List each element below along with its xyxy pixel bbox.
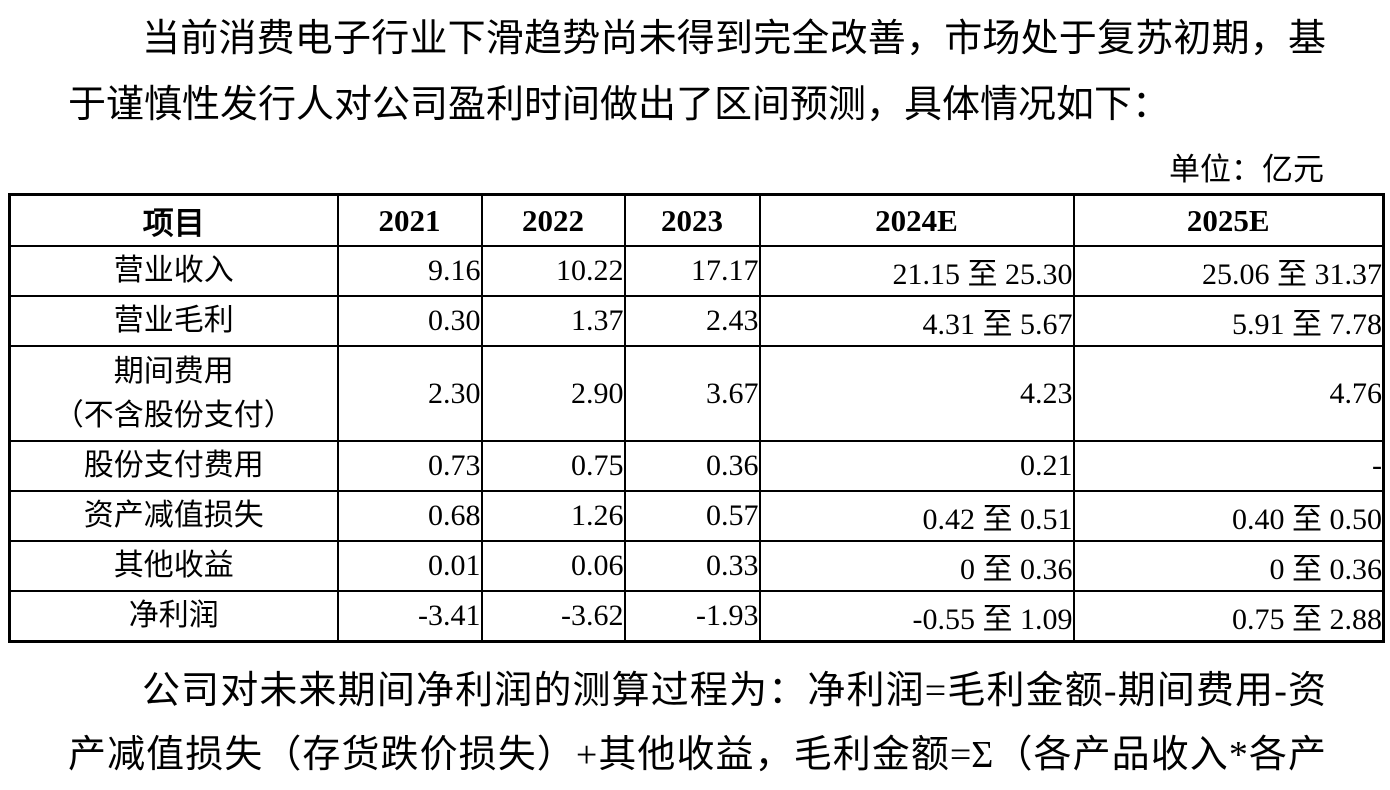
- row-label: 净利润: [8, 590, 339, 642]
- cell-value: 4.31 至 5.67: [758, 295, 1075, 347]
- cell-value: 0.42 至 0.51: [758, 490, 1075, 542]
- cell-value: 4.23: [758, 345, 1075, 442]
- column-header-2022: 2022: [480, 193, 626, 247]
- footer-paragraph: 公司对未来期间净利润的测算过程为：净利润=毛利金额-期间费用-资产减值损失（存货…: [68, 669, 1326, 776]
- cell-value: 0.21: [758, 440, 1075, 492]
- cell-value: 0.06: [480, 540, 626, 592]
- row-label: 营业收入: [8, 245, 339, 297]
- cell-value: -3.41: [336, 590, 483, 642]
- table-row-net-profit: 净利润 -3.41 -3.62 -1.93 -0.55 至 1.09 0.75 …: [8, 590, 1385, 642]
- cell-value: 2.30: [336, 345, 483, 442]
- table-row-period-expenses: 期间费用 （不含股份支付） 2.30 2.90 3.67 4.23 4.76: [8, 345, 1385, 442]
- cell-value: -0.55 至 1.09: [758, 590, 1075, 642]
- cell-value: 1.26: [480, 490, 626, 542]
- cell-value: 0.01: [336, 540, 483, 592]
- cell-value: 5.91 至 7.78: [1072, 295, 1385, 347]
- column-header-2025e: 2025E: [1072, 193, 1385, 247]
- column-header-item: 项目: [8, 193, 339, 247]
- cell-value: 3.67: [623, 345, 761, 442]
- cell-value: 25.06 至 31.37: [1072, 245, 1385, 297]
- cell-value: 0.33: [623, 540, 761, 592]
- cell-value: 0.75 至 2.88: [1072, 590, 1385, 642]
- table-header-row: 项目 2021 2022 2023 2024E 2025E: [8, 193, 1385, 247]
- cell-value: 1.37: [480, 295, 626, 347]
- cell-value: -1.93: [623, 590, 761, 642]
- table-row-revenue: 营业收入 9.16 10.22 17.17 21.15 至 25.30 25.0…: [8, 245, 1385, 297]
- unit-label: 单位：亿元: [1169, 152, 1324, 187]
- cell-value: 0.36: [623, 440, 761, 492]
- table-row-gross-profit: 营业毛利 0.30 1.37 2.43 4.31 至 5.67 5.91 至 7…: [8, 295, 1385, 347]
- cell-value: 2.43: [623, 295, 761, 347]
- row-label: 股份支付费用: [8, 440, 339, 492]
- cell-value: 0.40 至 0.50: [1072, 490, 1385, 542]
- cell-value: -: [1072, 440, 1385, 492]
- cell-value: 0.30: [336, 295, 483, 347]
- cell-value: 4.76: [1072, 345, 1385, 442]
- column-header-2023: 2023: [623, 193, 761, 247]
- cell-value: 2.90: [480, 345, 626, 442]
- table-row-other-income: 其他收益 0.01 0.06 0.33 0 至 0.36 0 至 0.36: [8, 540, 1385, 592]
- cell-value: 0 至 0.36: [758, 540, 1075, 592]
- profit-forecast-table: 项目 2021 2022 2023 2024E 2025E 营业收入 9.16 …: [8, 193, 1385, 643]
- table-row-share-payment: 股份支付费用 0.73 0.75 0.36 0.21 -: [8, 440, 1385, 492]
- cell-value: 0.57: [623, 490, 761, 542]
- row-label: 期间费用 （不含股份支付）: [8, 345, 339, 442]
- table-row-asset-impairment: 资产减值损失 0.68 1.26 0.57 0.42 至 0.51 0.40 至…: [8, 490, 1385, 542]
- cell-value: 0.75: [480, 440, 626, 492]
- column-header-2024e: 2024E: [758, 193, 1075, 247]
- cell-value: 10.22: [480, 245, 626, 297]
- row-label: 其他收益: [8, 540, 339, 592]
- column-header-2021: 2021: [336, 193, 483, 247]
- row-label: 营业毛利: [8, 295, 339, 347]
- cell-value: 9.16: [336, 245, 483, 297]
- cell-value: -3.62: [480, 590, 626, 642]
- cell-value: 0.73: [336, 440, 483, 492]
- cell-value: 17.17: [623, 245, 761, 297]
- row-label: 资产减值损失: [8, 490, 339, 542]
- cell-value: 21.15 至 25.30: [758, 245, 1075, 297]
- intro-paragraph: 当前消费电子行业下滑趋势尚未得到完全改善，市场处于复苏初期，基于谨慎性发行人对公…: [68, 18, 1326, 126]
- cell-value: 0.68: [336, 490, 483, 542]
- cell-value: 0 至 0.36: [1072, 540, 1385, 592]
